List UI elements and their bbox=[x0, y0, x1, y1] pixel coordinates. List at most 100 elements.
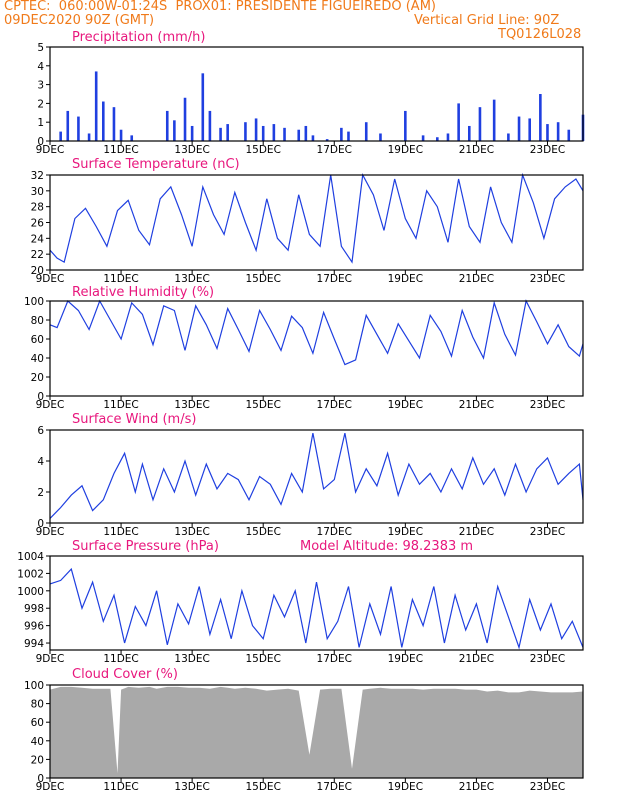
precip-bar bbox=[165, 110, 169, 141]
x-tick-label: 21DEC bbox=[459, 399, 494, 411]
x-tick-label: 21DEC bbox=[459, 526, 494, 538]
y-tick-label: 20 bbox=[31, 754, 44, 766]
precip-bar bbox=[297, 129, 301, 141]
x-tick-label: 13DEC bbox=[174, 273, 209, 285]
x-tick-label: 9DEC bbox=[36, 273, 65, 285]
x-tick-label: 19DEC bbox=[388, 399, 423, 411]
precip-bar bbox=[244, 122, 247, 141]
x-tick-label: 15DEC bbox=[245, 399, 280, 411]
precip-bar bbox=[102, 101, 105, 141]
x-tick-label: 15DEC bbox=[245, 781, 280, 793]
precip-bar bbox=[94, 71, 98, 141]
precip-bar bbox=[436, 137, 439, 141]
x-tick-label: 13DEC bbox=[174, 781, 209, 793]
panel-title: Surface Pressure (hPa) bbox=[72, 539, 219, 554]
precip-bar bbox=[130, 135, 134, 141]
x-tick-label: 17DEC bbox=[317, 653, 352, 665]
precip-bar bbox=[190, 125, 194, 141]
x-tick-label: 11DEC bbox=[103, 526, 138, 538]
y-tick-label: 100 bbox=[24, 680, 44, 692]
precip-bar bbox=[379, 133, 382, 141]
y-tick-label: 1004 bbox=[17, 551, 44, 563]
series-line bbox=[49, 299, 584, 366]
precip-bar bbox=[467, 125, 471, 141]
precip-bar bbox=[311, 135, 315, 141]
y-tick-label: 60 bbox=[31, 717, 44, 729]
y-tick-label: 20 bbox=[31, 265, 44, 277]
cloud-cover-area bbox=[50, 686, 583, 778]
x-tick-label: 17DEC bbox=[317, 399, 352, 411]
x-tick-label: 19DEC bbox=[388, 526, 423, 538]
y-tick-label: 2 bbox=[37, 98, 44, 110]
x-tick-label: 23DEC bbox=[530, 399, 565, 411]
x-tick-label: 11DEC bbox=[103, 653, 138, 665]
precip-bar bbox=[325, 139, 329, 141]
precip-bar bbox=[173, 120, 176, 141]
x-tick-label: 13DEC bbox=[174, 526, 209, 538]
x-tick-label: 21DEC bbox=[459, 781, 494, 793]
x-tick-label: 13DEC bbox=[174, 144, 209, 156]
x-tick-label: 21DEC bbox=[459, 653, 494, 665]
x-tick-label: 19DEC bbox=[388, 273, 423, 285]
x-tick-label: 17DEC bbox=[317, 144, 352, 156]
plot-frame bbox=[49, 555, 584, 651]
y-tick-label: 2 bbox=[37, 487, 44, 499]
y-tick-label: 30 bbox=[31, 186, 44, 198]
x-tick-label: 19DEC bbox=[388, 781, 423, 793]
precip-bar bbox=[226, 124, 229, 141]
y-tick-label: 0 bbox=[37, 136, 44, 148]
x-tick-label: 11DEC bbox=[103, 144, 138, 156]
precip-bar bbox=[539, 94, 542, 141]
x-tick-label: 23DEC bbox=[530, 526, 565, 538]
panel-title: Surface Temperature (nC) bbox=[72, 157, 240, 172]
y-tick-label: 4 bbox=[37, 456, 44, 468]
precip-bar bbox=[528, 118, 531, 141]
precip-bar bbox=[492, 99, 496, 141]
x-tick-label: 21DEC bbox=[459, 144, 494, 156]
x-tick-label: 13DEC bbox=[174, 653, 209, 665]
x-tick-label: 23DEC bbox=[530, 781, 565, 793]
y-tick-label: 20 bbox=[31, 372, 44, 384]
series-line bbox=[49, 432, 584, 519]
precip-bar bbox=[254, 118, 258, 141]
panel-title: Surface Wind (m/s) bbox=[72, 412, 196, 427]
y-tick-label: 0 bbox=[37, 773, 44, 785]
panel-title: Cloud Cover (%) bbox=[72, 667, 178, 682]
precip-bar bbox=[219, 127, 222, 141]
x-tick-label: 9DEC bbox=[36, 399, 65, 411]
y-tick-label: 998 bbox=[24, 603, 44, 615]
x-tick-label: 23DEC bbox=[530, 273, 565, 285]
x-tick-label: 13DEC bbox=[174, 399, 209, 411]
x-tick-label: 23DEC bbox=[530, 653, 565, 665]
y-tick-label: 22 bbox=[31, 249, 44, 261]
y-tick-label: 80 bbox=[31, 699, 44, 711]
precip-bar bbox=[261, 125, 265, 141]
precip-bar bbox=[517, 116, 521, 141]
precip-bar bbox=[364, 122, 368, 141]
x-tick-label: 17DEC bbox=[317, 781, 352, 793]
x-tick-label: 11DEC bbox=[103, 781, 138, 793]
y-tick-label: 100 bbox=[24, 296, 44, 308]
x-tick-label: 17DEC bbox=[317, 526, 352, 538]
precip-bar bbox=[347, 131, 350, 141]
precip-bar bbox=[77, 116, 80, 141]
y-tick-label: 4 bbox=[37, 61, 44, 73]
precip-bar bbox=[340, 127, 343, 141]
y-tick-label: 1000 bbox=[17, 586, 44, 598]
precip-bar bbox=[556, 122, 560, 141]
y-tick-label: 3 bbox=[37, 80, 44, 92]
x-tick-label: 17DEC bbox=[317, 273, 352, 285]
x-tick-label: 15DEC bbox=[245, 526, 280, 538]
precip-bar bbox=[59, 131, 62, 141]
precip-bar bbox=[507, 133, 510, 141]
y-tick-label: 996 bbox=[24, 621, 44, 633]
precip-bar bbox=[112, 107, 116, 141]
x-tick-label: 15DEC bbox=[245, 653, 280, 665]
x-tick-label: 9DEC bbox=[36, 653, 65, 665]
header-model-id: TQ0126L028 bbox=[498, 27, 582, 42]
precip-bar bbox=[183, 97, 187, 141]
header-date: 09DEC2020 90Z (GMT) bbox=[4, 13, 155, 28]
panel-title: Precipitation (mm/h) bbox=[72, 30, 205, 45]
x-tick-label: 9DEC bbox=[36, 144, 65, 156]
precip-bar bbox=[208, 110, 212, 141]
